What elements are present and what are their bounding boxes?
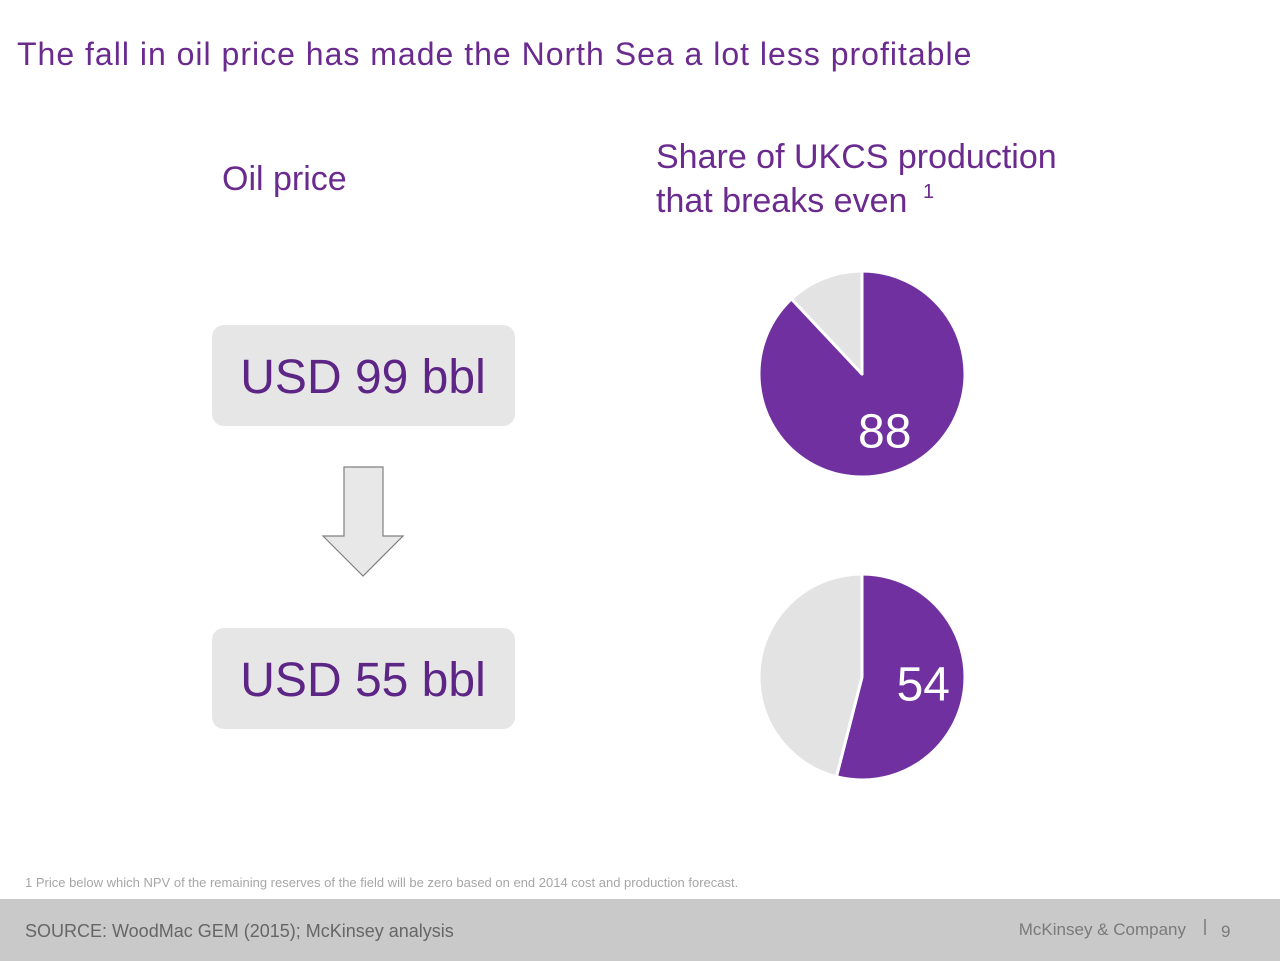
data-label: 88 — [858, 405, 911, 458]
pie-slice — [834, 572, 967, 782]
data-label: 54 — [897, 659, 950, 712]
source: SOURCE: WoodMac GEM (2015); McKinsey ana… — [25, 921, 454, 941]
left-heading: Oil price — [222, 160, 347, 198]
footer-bar — [0, 899, 1280, 961]
company: McKinsey & Company — [1019, 920, 1187, 939]
pie-slice — [757, 572, 864, 779]
pie-slice — [757, 269, 967, 479]
footnote: 1 Price below which NPV of the remaining… — [25, 875, 738, 890]
down-arrow — [321, 466, 405, 577]
right-heading: Share of UKCS production — [656, 138, 1057, 176]
pie-slice — [789, 269, 864, 376]
page-number: 9 — [1221, 922, 1230, 941]
price-box — [212, 628, 515, 729]
price-label: USD 99 bbl — [240, 351, 485, 404]
price-box — [212, 325, 515, 426]
right-heading: that breaks even — [656, 182, 907, 220]
slide-title: The fall in oil price has made the North… — [17, 36, 972, 72]
price-label: USD 55 bbl — [240, 654, 485, 707]
footnote-mark: 1 — [923, 181, 934, 203]
